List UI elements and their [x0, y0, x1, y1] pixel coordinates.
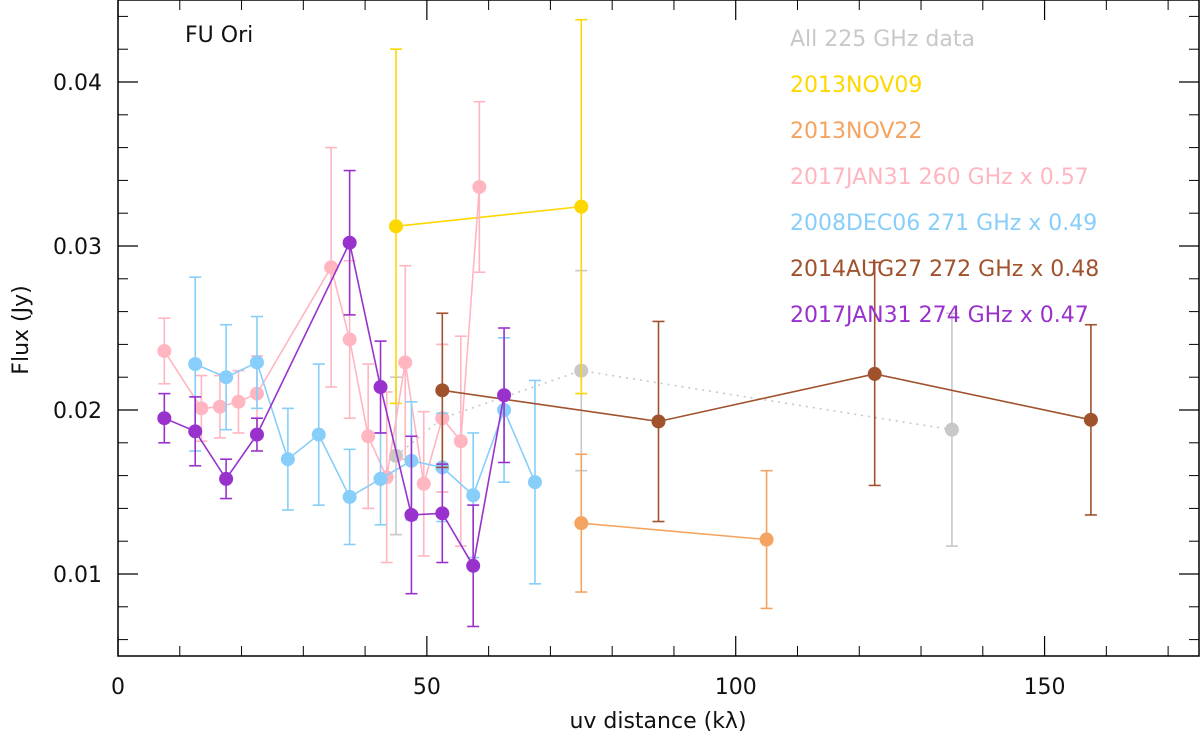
- data-point: [398, 355, 413, 370]
- data-point: [373, 380, 388, 395]
- series-line: [581, 522, 767, 541]
- data-point: [453, 434, 468, 449]
- legend-entry: 2013NOV09: [790, 73, 922, 98]
- series-6: [157, 169, 512, 628]
- y-axis-title: Flux (Jy): [9, 285, 34, 374]
- data-point: [342, 489, 357, 504]
- data-point: [574, 199, 589, 214]
- data-point: [867, 366, 882, 381]
- data-point: [231, 394, 246, 409]
- data-point: [373, 471, 388, 486]
- data-point: [361, 429, 376, 444]
- data-point: [416, 476, 431, 491]
- data-point: [527, 475, 542, 490]
- data-point: [249, 355, 264, 370]
- x-tick-label: 100: [715, 675, 757, 700]
- data-point: [194, 401, 209, 416]
- x-tick-label: 50: [413, 675, 441, 700]
- data-point: [219, 471, 234, 486]
- data-point: [472, 179, 487, 194]
- series-line: [395, 369, 953, 457]
- series-line: [395, 205, 582, 228]
- data-point: [157, 411, 172, 426]
- data-point: [497, 388, 512, 403]
- series-layer: [157, 18, 1098, 628]
- data-point: [435, 506, 450, 521]
- y-tick-label: 0.01: [53, 563, 102, 588]
- data-point: [342, 235, 357, 250]
- series-line: [164, 240, 505, 569]
- data-point: [651, 414, 666, 429]
- legend-entry: 2014AUG27 272 GHz x 0.48: [790, 257, 1099, 282]
- data-point: [404, 507, 419, 522]
- legend-entry: 2008DEC06 271 GHz x 0.49: [790, 211, 1097, 236]
- legend-entry: 2017JAN31 260 GHz x 0.57: [790, 165, 1089, 190]
- x-tick-label: 150: [1024, 675, 1066, 700]
- data-point: [388, 219, 403, 234]
- data-point: [188, 424, 203, 439]
- chart-annotation: FU Ori: [185, 23, 253, 48]
- legend-entry: 2017JAN31 274 GHz x 0.47: [790, 303, 1089, 328]
- legend: All 225 GHz data 2013NOV09 2013NOV22 2017JA…: [790, 27, 1099, 328]
- series-line: [442, 373, 1092, 423]
- data-point: [157, 343, 172, 358]
- data-point: [311, 427, 326, 442]
- plot-frame: [117, 0, 1200, 657]
- data-point: [324, 260, 339, 275]
- series-5: [435, 261, 1098, 523]
- x-tick-label: 0: [111, 675, 125, 700]
- series-1: [388, 18, 589, 405]
- data-point: [219, 370, 234, 385]
- data-point: [342, 332, 357, 347]
- x-axis-title: uv distance (kλ): [569, 709, 746, 734]
- y-tick-label: 0.02: [53, 399, 102, 424]
- ticks-layer: 0 50 100 150 0.01 0.02 0.03 0.04: [53, 0, 1199, 700]
- data-point: [280, 452, 295, 467]
- data-point: [212, 399, 227, 414]
- data-point: [574, 516, 589, 531]
- data-point: [188, 357, 203, 372]
- data-point: [435, 383, 450, 398]
- y-tick-label: 0.03: [53, 235, 102, 260]
- legend-entry: All 225 GHz data: [790, 27, 975, 52]
- data-point: [466, 488, 481, 503]
- data-point: [466, 558, 481, 573]
- series-2: [574, 453, 774, 610]
- data-point: [944, 422, 959, 437]
- legend-entry: 2013NOV22: [790, 119, 922, 144]
- y-tick-label: 0.04: [53, 71, 102, 96]
- data-point: [759, 532, 774, 547]
- data-point: [1083, 412, 1098, 427]
- data-point: [249, 427, 264, 442]
